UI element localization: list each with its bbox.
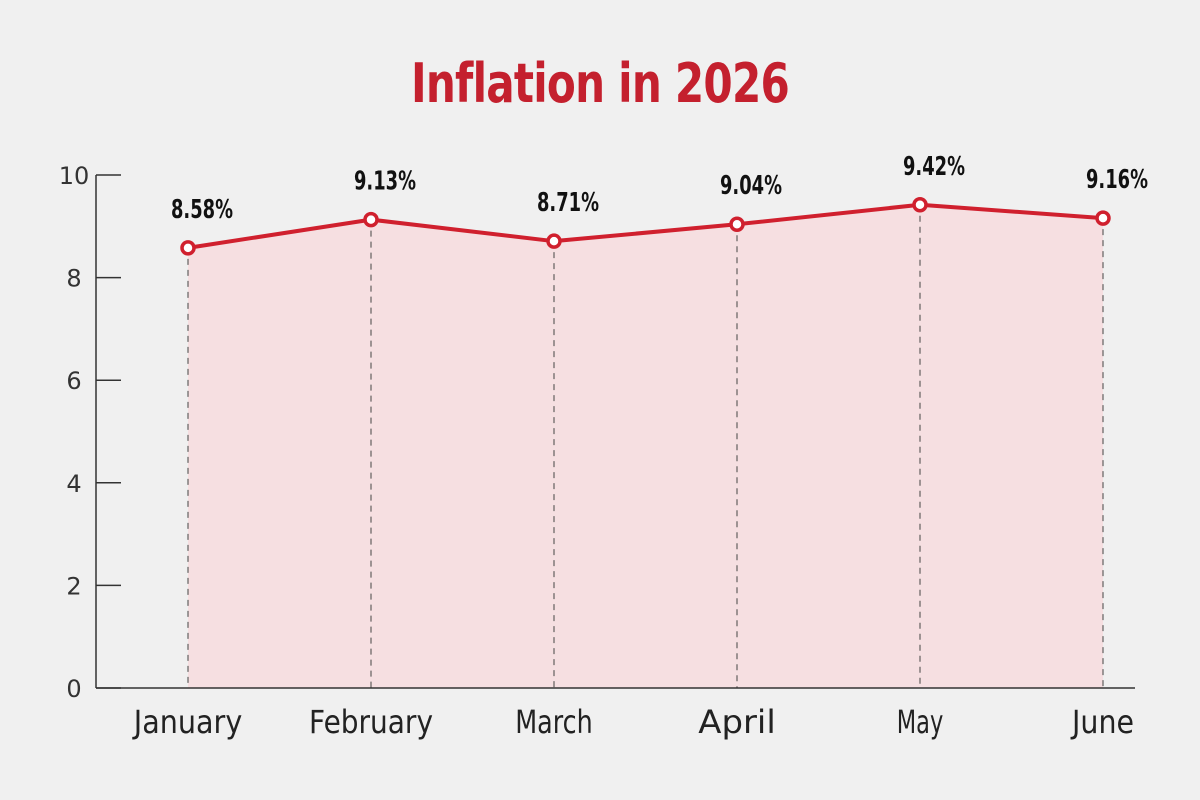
data-point-february — [363, 211, 379, 228]
data-label-june: 9.16% — [1086, 165, 1148, 195]
area-fill — [188, 204, 1103, 688]
data-point-june — [1095, 210, 1111, 226]
data-label-may: 9.42% — [903, 152, 965, 182]
data-point-may — [912, 197, 928, 213]
x-tick-label-february: February — [309, 703, 433, 741]
chart-title: Inflation in 2026 — [410, 52, 790, 115]
y-tick-label: 0 — [66, 675, 81, 703]
data-label-february: 9.13% — [354, 167, 416, 197]
x-tick-label-march: March — [515, 703, 593, 741]
data-label-april: 9.04% — [720, 171, 782, 201]
x-tick-label-april: April — [698, 703, 776, 741]
data-point-april — [729, 216, 745, 232]
x-tick-label-june: June — [1070, 703, 1134, 741]
data-label-march: 8.71% — [537, 188, 599, 218]
y-tick-label: 10 — [59, 162, 90, 190]
x-tick-label-january: January — [132, 703, 242, 741]
y-tick-label: 8 — [66, 265, 81, 293]
data-label-january: 8.58% — [171, 195, 233, 225]
y-tick-label: 2 — [66, 572, 81, 600]
data-point-january — [180, 240, 196, 256]
series-line — [187, 202, 1104, 250]
y-tick-label: 4 — [66, 470, 81, 498]
x-tick-label-may: May — [897, 703, 944, 741]
data-point-march — [546, 233, 562, 249]
y-tick-label: 6 — [66, 367, 81, 395]
